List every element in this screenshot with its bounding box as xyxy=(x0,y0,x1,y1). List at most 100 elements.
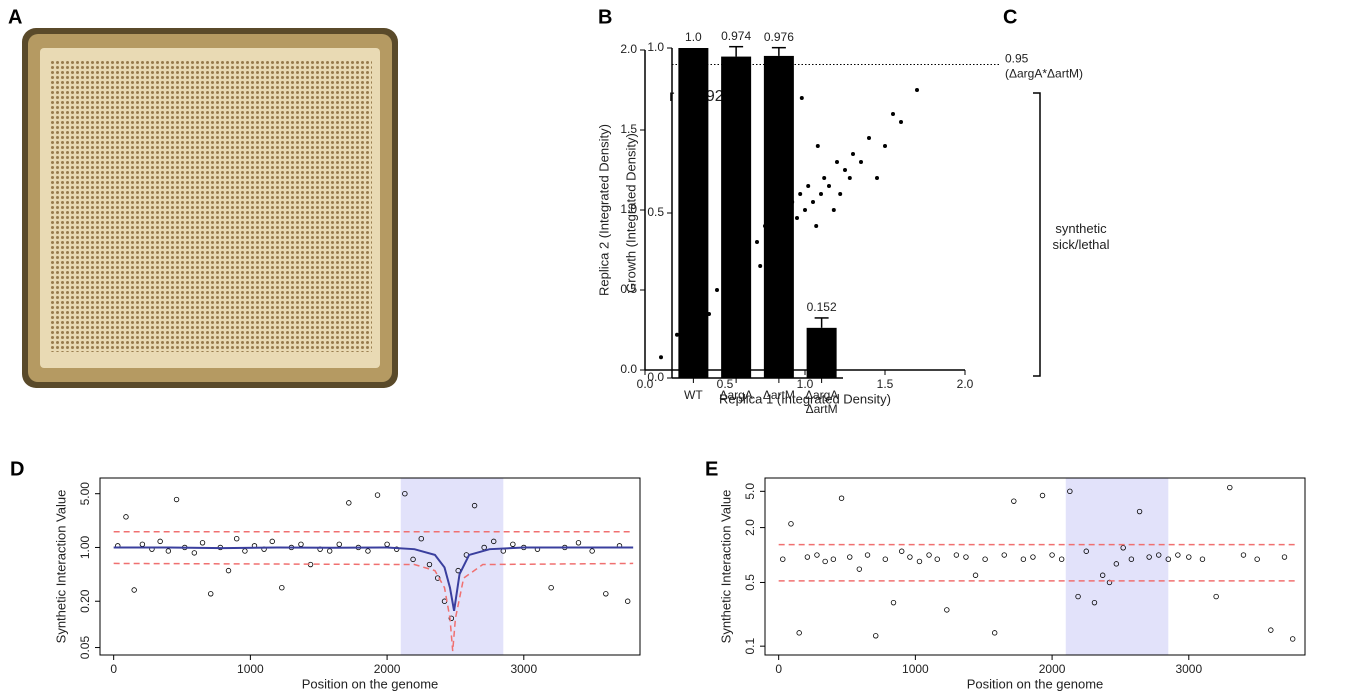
value-label: 1.0 xyxy=(685,30,702,44)
data-point xyxy=(157,538,163,545)
y-tick-label: 0.0 xyxy=(647,370,664,384)
data-point xyxy=(814,224,819,228)
x-tick-label: 0.5 xyxy=(717,377,734,391)
data-point xyxy=(811,200,815,204)
y-tick-label: 5.00 xyxy=(78,482,92,506)
data-point xyxy=(603,591,609,597)
y-tick-label: 0.5 xyxy=(647,205,664,219)
data-point xyxy=(1058,556,1065,562)
data-point xyxy=(365,548,371,554)
data-point xyxy=(410,556,416,563)
data-point xyxy=(1113,561,1120,567)
data-point xyxy=(915,88,919,92)
data-point xyxy=(926,552,932,558)
x-tick-label: 2000 xyxy=(374,662,401,676)
x-tick-label: WT xyxy=(684,388,703,402)
y-axis-label: Growth (Integrated Density) xyxy=(623,133,638,293)
data-point xyxy=(798,192,803,196)
reference-label: 0.95 xyxy=(1005,52,1029,66)
y-tick-label: 1.0 xyxy=(647,40,664,54)
data-point xyxy=(548,584,554,591)
plate-photo xyxy=(22,28,398,388)
data-point xyxy=(835,160,839,164)
data-point xyxy=(934,556,940,562)
data-point xyxy=(1268,627,1274,633)
data-point xyxy=(838,495,845,501)
data-point xyxy=(803,208,807,212)
highlight-region xyxy=(1065,478,1169,655)
value-label: 0.976 xyxy=(764,30,794,44)
data-point xyxy=(859,160,863,164)
panel-label: A xyxy=(8,6,22,28)
data-point xyxy=(1156,552,1162,558)
data-point xyxy=(916,558,923,565)
data-point xyxy=(891,112,895,116)
data-point xyxy=(899,548,905,554)
data-point xyxy=(755,240,759,244)
data-point xyxy=(384,541,390,547)
data-point xyxy=(827,184,831,188)
reference-note: (ΔargA*ΔartM) xyxy=(1005,67,1083,81)
data-point xyxy=(448,615,455,621)
data-point xyxy=(1213,593,1219,600)
data-point xyxy=(838,192,843,196)
data-point xyxy=(864,552,871,558)
data-point xyxy=(953,552,960,558)
data-point xyxy=(1099,572,1106,578)
data-point xyxy=(847,554,853,560)
data-point xyxy=(831,208,836,212)
y-axis-label: Synthetic Interaction Value xyxy=(53,490,68,644)
data-point xyxy=(982,556,988,562)
data-point xyxy=(814,552,820,558)
data-point xyxy=(1001,552,1007,558)
bar xyxy=(678,48,709,378)
data-point xyxy=(1281,554,1288,560)
data-point xyxy=(139,541,146,547)
data-point xyxy=(1146,554,1152,560)
data-point xyxy=(1227,484,1233,491)
data-point xyxy=(856,566,863,572)
x-tick-label: 2000 xyxy=(1039,662,1066,676)
data-point xyxy=(830,556,837,562)
data-point xyxy=(851,152,855,156)
data-point xyxy=(225,567,232,574)
data-point xyxy=(799,96,804,100)
x-tick-label: 1000 xyxy=(237,662,264,676)
y-tick-label: 1.00 xyxy=(78,535,92,559)
data-point xyxy=(963,554,969,560)
y-tick-label: 2.0 xyxy=(620,42,637,56)
data-point xyxy=(426,561,433,568)
data-point xyxy=(269,538,275,545)
data-point xyxy=(589,548,595,554)
bracket xyxy=(1033,92,1041,377)
y-axis-label: Synthetic Interaction Value xyxy=(718,490,733,644)
data-point xyxy=(131,587,137,593)
panel-label: C xyxy=(1003,6,1017,28)
data-point xyxy=(418,536,424,542)
data-point xyxy=(191,550,198,556)
data-point xyxy=(123,514,129,520)
y-tick-label: 0.5 xyxy=(620,282,637,296)
x-tick-label: 1000 xyxy=(902,662,929,676)
y-tick-label: 0.5 xyxy=(743,574,757,591)
data-point xyxy=(1091,599,1098,606)
data-point xyxy=(173,496,180,503)
data-point xyxy=(991,630,998,636)
y-tick-label: 1.0 xyxy=(620,202,637,216)
data-point xyxy=(1067,488,1073,495)
data-point xyxy=(843,168,847,172)
value-label: 0.974 xyxy=(721,29,751,43)
data-point xyxy=(165,548,172,554)
data-point xyxy=(1136,508,1143,515)
y-tick-label: 5.0 xyxy=(743,483,757,500)
data-point xyxy=(1254,556,1260,562)
data-point xyxy=(788,521,794,527)
data-point xyxy=(242,548,248,554)
data-point xyxy=(1020,556,1027,562)
data-point xyxy=(847,176,852,180)
data-point xyxy=(624,598,631,604)
data-point xyxy=(1175,552,1181,558)
x-axis-label: Position on the genome xyxy=(302,676,439,691)
x-tick-label: 1.5 xyxy=(877,377,894,391)
